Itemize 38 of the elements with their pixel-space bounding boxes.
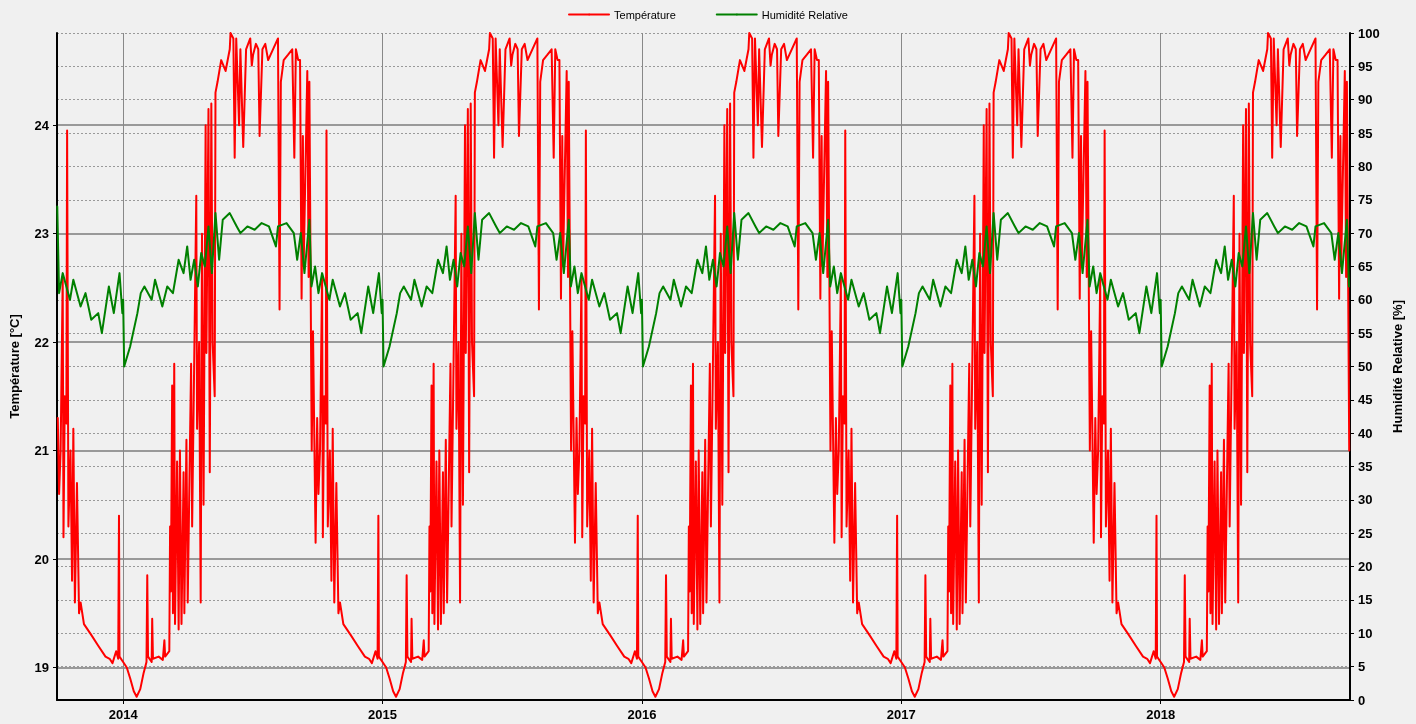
y-tick-label: 24 [34, 117, 50, 133]
y-tick-label: 23 [34, 226, 49, 242]
x-tick-label: 2016 [627, 707, 657, 722]
legend-label: Humidité Relative [761, 8, 848, 21]
y2-tick-label: 50 [1358, 359, 1373, 374]
y2-tick-label: 20 [1358, 559, 1373, 575]
y-tick-label: 19 [34, 659, 49, 675]
x-tick-label: 2017 [886, 707, 916, 722]
y2-tick-label: 75 [1358, 192, 1373, 208]
y2-tick-label: 15 [1358, 592, 1373, 608]
y-axis-title: Température [°C] [7, 314, 22, 419]
x-tick-label: 2018 [1146, 707, 1176, 722]
line-series [56, 32, 1351, 698]
y-tick-label: 20 [34, 551, 49, 567]
line-series [56, 205, 1350, 368]
y2-tick-label: 100 [1358, 25, 1380, 41]
x-tick-label: 2014 [108, 707, 139, 722]
y2-tick-label: 0 [1358, 692, 1366, 708]
y2-tick-label: 70 [1358, 225, 1373, 241]
legend-label: Température [614, 8, 676, 21]
y-tick-label: 21 [34, 443, 49, 459]
y2-tick-label: 45 [1358, 392, 1373, 408]
x-tick-label: 2015 [368, 707, 397, 722]
y2-tick-label: 85 [1358, 125, 1373, 141]
y2-tick-label: 55 [1358, 325, 1373, 341]
y2-tick-label: 35 [1358, 459, 1373, 475]
y2-tick-label: 60 [1358, 292, 1373, 308]
y2-tick-label: 25 [1358, 525, 1373, 541]
y2-axis-title: Humidité Relative [%] [1389, 300, 1405, 433]
y2-tick-label: 40 [1358, 425, 1373, 441]
y-tick-label: 22 [34, 334, 49, 350]
y2-tick-label: 5 [1358, 659, 1366, 675]
y2-tick-label: 90 [1358, 92, 1373, 108]
y2-tick-label: 65 [1358, 258, 1373, 274]
y2-tick-label: 30 [1358, 492, 1373, 508]
y2-tick-label: 80 [1358, 158, 1373, 174]
y2-tick-label: 10 [1358, 625, 1373, 641]
y2-tick-label: 95 [1358, 58, 1373, 74]
